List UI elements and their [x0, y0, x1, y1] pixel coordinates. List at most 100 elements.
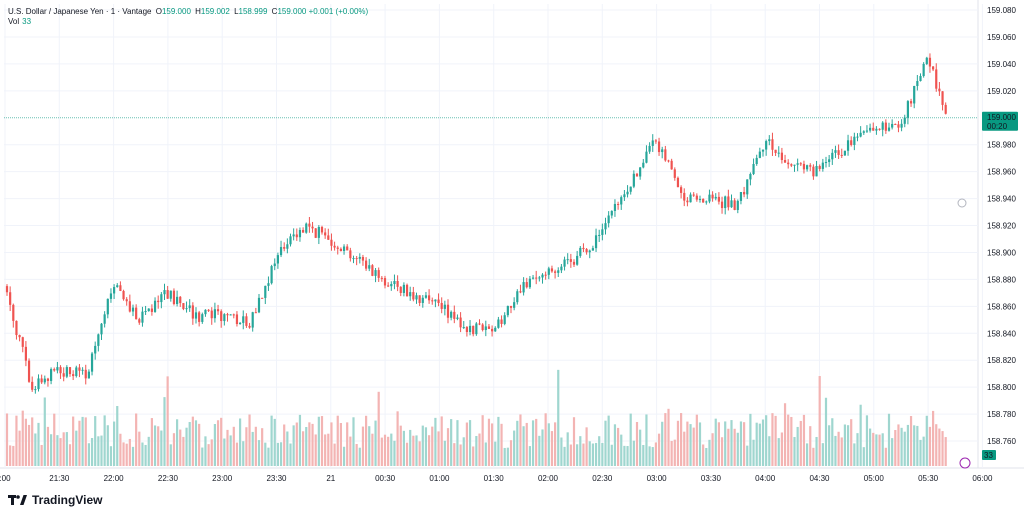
volume-bar: [333, 443, 336, 466]
candle-body: [185, 308, 188, 310]
candle-body: [525, 282, 528, 288]
candle-body: [207, 309, 210, 311]
candle-body: [9, 292, 12, 305]
candle-body: [702, 198, 705, 203]
candle-body: [109, 293, 113, 299]
candle-body: [705, 201, 708, 203]
current-price-label: 159.000: [987, 113, 1016, 122]
volume-bar: [598, 436, 601, 466]
candle-body: [881, 122, 884, 130]
candle-body: [349, 250, 352, 259]
candle-body: [81, 369, 84, 371]
volume-bar: [821, 443, 824, 466]
candle-body: [320, 226, 324, 233]
candle-body: [113, 287, 116, 294]
candle-body: [87, 371, 90, 379]
volume-bar: [654, 442, 657, 466]
volume-bar: [84, 417, 87, 466]
candle-body: [547, 268, 550, 275]
candle-body: [491, 328, 494, 332]
candle-body: [802, 163, 806, 170]
candle-body: [428, 295, 431, 301]
candle-body: [503, 315, 506, 324]
candle-body: [938, 88, 941, 92]
candle-body: [390, 284, 393, 287]
volume-bar: [302, 431, 305, 466]
volume-bar: [639, 429, 642, 466]
volume-bar: [680, 413, 683, 466]
price-tick-label: 158.840: [987, 329, 1016, 338]
volume-bar: [837, 431, 840, 466]
volume-bar: [538, 435, 541, 466]
candle-body: [667, 160, 670, 162]
volume-bar: [352, 417, 355, 466]
candle-body: [40, 378, 43, 383]
candle-body: [216, 309, 220, 312]
volume-bar: [743, 422, 746, 466]
candle-body: [342, 246, 346, 252]
tradingview-logo-icon: [8, 495, 27, 505]
candle-body: [135, 307, 138, 320]
candle-body: [267, 283, 270, 286]
candle-body: [365, 260, 368, 269]
candle-body: [122, 290, 125, 300]
candle-body: [355, 258, 358, 260]
candle-body: [251, 312, 254, 328]
candle-body: [37, 378, 40, 390]
candle-body: [421, 297, 424, 303]
candle-body: [194, 312, 198, 319]
volume-bar: [783, 403, 787, 466]
volume-bar: [295, 422, 298, 466]
volume-bar: [714, 418, 717, 466]
open-key: O: [155, 7, 162, 16]
candle-body: [50, 369, 53, 381]
volume-bar: [746, 445, 749, 466]
candle-body: [768, 139, 771, 142]
volume-bar: [242, 441, 245, 466]
volume-bar: [494, 441, 497, 466]
candle-body: [383, 278, 387, 286]
candle-body: [752, 163, 755, 174]
volume-bar: [610, 444, 613, 466]
time-tick-label: 02:00: [538, 474, 559, 483]
close-value: 159.000: [277, 7, 307, 16]
candle-body: [24, 346, 27, 361]
time-tick-label: 23:30: [266, 474, 287, 483]
volume-bar: [220, 417, 223, 466]
volume-bar: [311, 423, 314, 466]
volume-bar: [579, 436, 582, 466]
candle-body: [588, 250, 591, 253]
volume-bar: [938, 428, 941, 466]
volume-bar: [689, 424, 692, 466]
candle-body: [909, 101, 913, 104]
candle-body: [604, 223, 607, 230]
candle-body: [736, 200, 739, 210]
candle-body: [298, 229, 302, 238]
volume-bar: [144, 444, 147, 466]
candle-body: [774, 149, 777, 153]
volume-bar: [270, 415, 273, 466]
time-tick-label: 21:30: [49, 474, 70, 483]
candle-body: [465, 327, 468, 333]
volume-bar: [585, 427, 588, 466]
volume-bar: [484, 442, 487, 466]
candle-body: [846, 140, 850, 151]
volume-bar: [843, 424, 846, 466]
candle-body: [787, 162, 790, 165]
volume-bar: [37, 422, 40, 466]
volume-bar: [563, 446, 566, 466]
volume-bar: [774, 415, 777, 466]
price-tick-label: 158.860: [987, 302, 1016, 311]
candle-body: [941, 91, 944, 105]
candle-body: [153, 300, 157, 312]
volume-bar: [349, 436, 352, 466]
candle-body: [796, 163, 799, 165]
tradingview-logo[interactable]: TradingView: [8, 493, 102, 507]
volume-bar: [424, 427, 428, 466]
volume-bar: [806, 443, 809, 466]
volume-bar: [402, 430, 405, 466]
candle-body: [34, 389, 37, 391]
time-tick-label: 05:30: [918, 474, 939, 483]
